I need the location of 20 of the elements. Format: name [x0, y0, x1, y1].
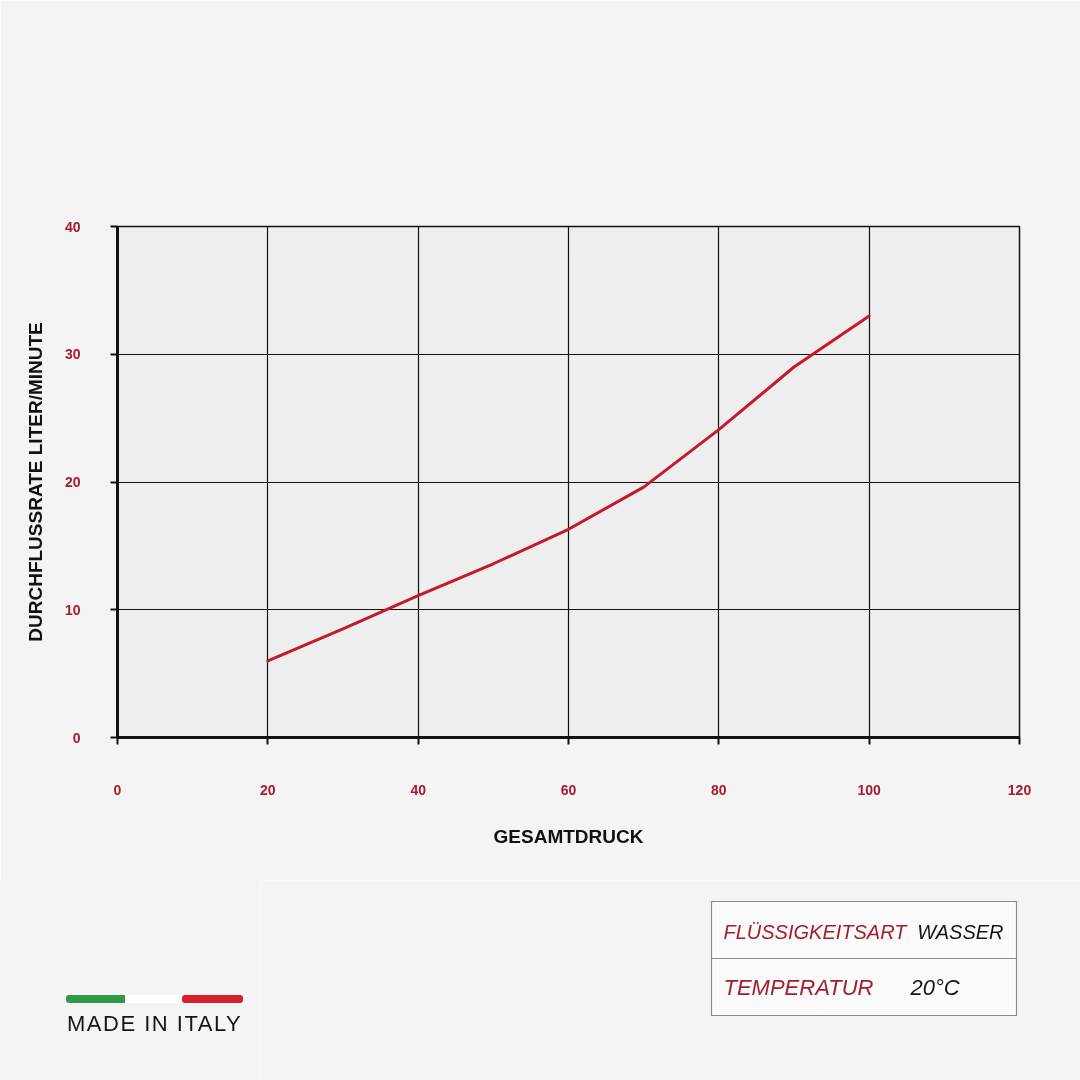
x-tick-label: 20	[260, 781, 276, 798]
line-series	[266, 314, 871, 663]
x-tick-label: 0	[113, 781, 122, 798]
x-tick-label: 80	[711, 781, 727, 798]
x-tick-label: 40	[410, 781, 427, 798]
text: 20°C	[909, 975, 960, 1000]
y-tick-label: 30	[64, 346, 81, 363]
x-axis-title: GESAMTDRUCK	[493, 825, 644, 847]
x-tick-label: 120	[1007, 781, 1032, 798]
y-tick-label: 20	[64, 474, 81, 490]
text: TEMPERATUR	[723, 975, 874, 1000]
text: MADE IN ITALY	[67, 1011, 243, 1037]
x-tick-label: 60	[560, 781, 577, 798]
y-tick-label: 10	[64, 601, 81, 618]
text: FLÜSSIGKEITSART	[723, 920, 909, 943]
text: WASSER	[917, 920, 1004, 943]
y-axis-title: DURCHFLUSSRATE LITER/MINUTE	[24, 322, 46, 642]
y-tick-label: 0	[72, 729, 81, 746]
y-tick-label: 40	[64, 218, 81, 235]
x-tick-label: 100	[857, 781, 882, 798]
